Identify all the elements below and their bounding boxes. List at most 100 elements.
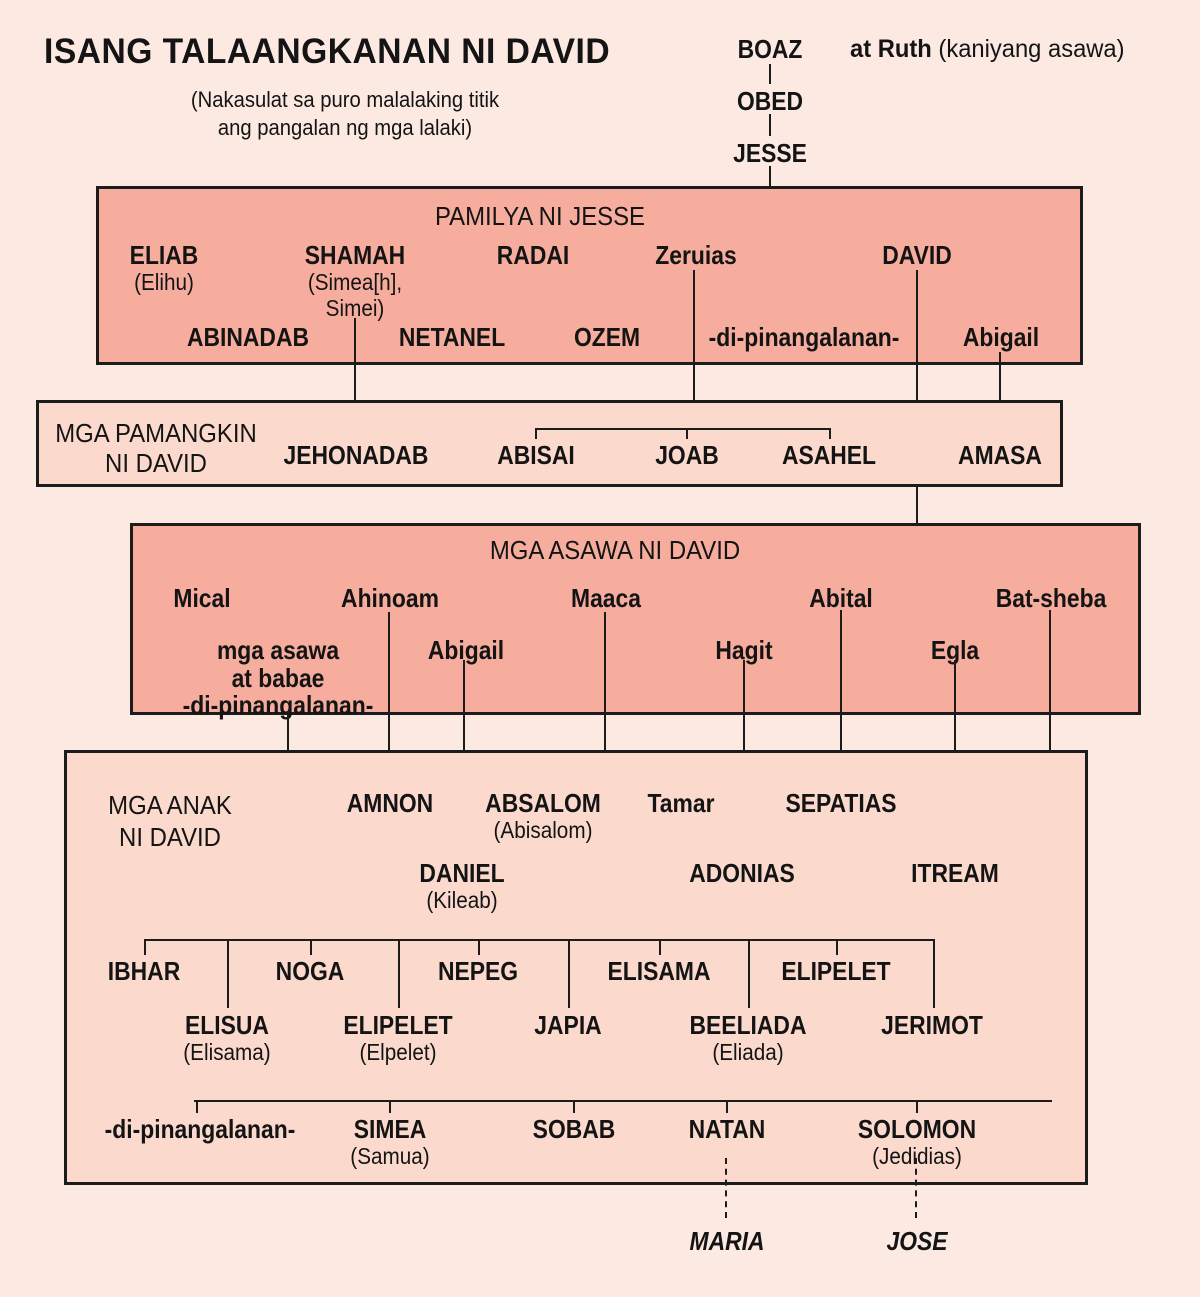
dashed-line-natan-maria: [725, 1158, 727, 1218]
name-eliab-alt: (Elihu): [134, 269, 194, 295]
name-david: DAVID: [882, 240, 952, 270]
tick-sobab: [573, 1100, 575, 1113]
bracket-zeruias-children: [535, 428, 831, 430]
name-abigail-wife: Abigail: [427, 635, 505, 665]
name-abital: Abital: [809, 583, 873, 613]
name-eliab: ELIAB: [129, 240, 199, 270]
name-abigail-sister: Abigail: [962, 322, 1040, 352]
tick-unnamed-child: [196, 1100, 198, 1113]
name-shamah-alt1: (Simea[h],: [307, 269, 403, 295]
name-simea: SIMEA: [353, 1114, 427, 1144]
tick-solomon: [916, 1100, 918, 1113]
name-solomon-alt: (Jedidias): [872, 1143, 962, 1169]
name-abinadab: ABINADAB: [186, 322, 310, 352]
drop-beeliada: [748, 939, 750, 1008]
jesse-family-title: PAMILYA NI JESSE: [434, 201, 646, 231]
tick-asahel: [829, 428, 831, 439]
line-abigail-amasa: [999, 352, 1001, 440]
tick-joab: [686, 428, 688, 439]
name-ozem: OZEM: [573, 322, 641, 352]
tick-ibhar: [144, 939, 146, 955]
name-japia: JAPIA: [534, 1010, 602, 1040]
nephews-label1: MGA PAMANGKIN: [55, 418, 257, 448]
drop-jerimot: [933, 939, 935, 1008]
ruth-label: at Ruth (kaniyang asawa): [850, 36, 1125, 62]
line-obed-jesse: [769, 114, 771, 136]
tick-natan: [726, 1100, 728, 1113]
wives-title: MGA ASAWA NI DAVID: [489, 535, 741, 565]
drop-japia: [568, 939, 570, 1008]
line-zeruias-down: [693, 270, 695, 430]
name-ibhar: IBHAR: [107, 956, 181, 986]
jesse-family-box: [96, 186, 1083, 365]
name-elipelet2: ELIPELET: [343, 1010, 453, 1040]
name-unnamed-child: -di-pinangalanan-: [104, 1114, 296, 1144]
line-maaca-down: [604, 612, 606, 778]
drop-elisua: [227, 939, 229, 1008]
name-tamar: Tamar: [647, 788, 715, 818]
line-boaz-obed: [769, 64, 771, 84]
bracket-batsheba-children: [194, 1100, 1052, 1102]
ruth-note: (kaniyang asawa): [938, 35, 1125, 63]
tick-noga: [310, 939, 312, 955]
name-hagit: Hagit: [715, 635, 773, 665]
name-itream: ITREAM: [911, 858, 999, 888]
tick-nepeg: [478, 939, 480, 955]
name-beeliada: BEELIADA: [689, 1010, 807, 1040]
bracket-unnamed-wives-children: [144, 939, 935, 941]
name-nepeg: NEPEG: [437, 956, 519, 986]
name-noga: NOGA: [275, 956, 345, 986]
children-label1: MGA ANAK: [108, 790, 232, 820]
name-obed: OBED: [736, 86, 804, 116]
wives-unnamed-line3: -di-pinangalanan-: [182, 690, 374, 720]
name-unnamed-sibling: -di-pinangalanan-: [708, 322, 900, 352]
nephews-label2: NI DAVID: [105, 448, 207, 478]
name-daniel-alt: (Kileab): [426, 887, 498, 913]
ruth-name: at Ruth: [850, 35, 932, 63]
name-elisua: ELISUA: [185, 1010, 269, 1040]
name-sobab: SOBAB: [532, 1114, 616, 1144]
dashed-line-solomon-jose: [915, 1158, 917, 1218]
name-radai: RADAI: [496, 240, 570, 270]
name-jesse: JESSE: [733, 138, 807, 168]
wives-box: [130, 523, 1141, 715]
name-shamah: SHAMAH: [304, 240, 406, 270]
name-asahel: ASAHEL: [781, 440, 877, 470]
name-batsheba: Bat-sheba: [995, 583, 1107, 613]
name-adonias: ADONIAS: [689, 858, 795, 888]
tick-abisai: [535, 428, 537, 439]
name-natan: NATAN: [688, 1114, 766, 1144]
name-jehonadab: JEHONADAB: [283, 440, 429, 470]
name-mical: Mical: [173, 583, 231, 613]
wives-unnamed-line2: at babae: [231, 663, 325, 693]
line-shamah-jehonadab: [354, 318, 356, 440]
wives-unnamed-line1: mga asawa: [216, 635, 340, 665]
name-daniel: DANIEL: [419, 858, 505, 888]
line-abital-sepatias: [840, 610, 842, 787]
name-jose: JOSE: [886, 1226, 948, 1256]
name-amnon: AMNON: [346, 788, 434, 818]
page-title: ISANG TALAANGKANAN NI DAVID: [44, 32, 611, 71]
nephews-box: [36, 400, 1063, 487]
name-sepatias: SEPATIAS: [785, 788, 897, 818]
name-elisama: ELISAMA: [607, 956, 711, 986]
name-zeruias: Zeruias: [655, 240, 737, 270]
name-absalom: ABSALOM: [485, 788, 601, 818]
name-absalom-alt: (Abisalom): [493, 817, 593, 843]
name-abisai: ABISAI: [497, 440, 575, 470]
name-beeliada-alt: (Eliada): [712, 1039, 784, 1065]
name-egla: Egla: [930, 635, 980, 665]
name-netanel: NETANEL: [398, 322, 506, 352]
name-maaca: Maaca: [571, 583, 641, 613]
subtitle-line1: (Nakasulat sa puro malalaking titik: [190, 87, 500, 112]
name-elipelet1: ELIPELET: [781, 956, 891, 986]
name-shamah-alt2: Simei): [325, 295, 385, 321]
name-elisua-alt: (Elisama): [183, 1039, 271, 1065]
tick-simea: [389, 1100, 391, 1113]
name-maria: MARIA: [689, 1226, 765, 1256]
name-amasa: AMASA: [958, 440, 1042, 470]
name-solomon: SOLOMON: [857, 1114, 977, 1144]
name-joab: JOAB: [655, 440, 719, 470]
tick-elipelet1: [836, 939, 838, 955]
name-ahinoam: Ahinoam: [341, 583, 439, 613]
